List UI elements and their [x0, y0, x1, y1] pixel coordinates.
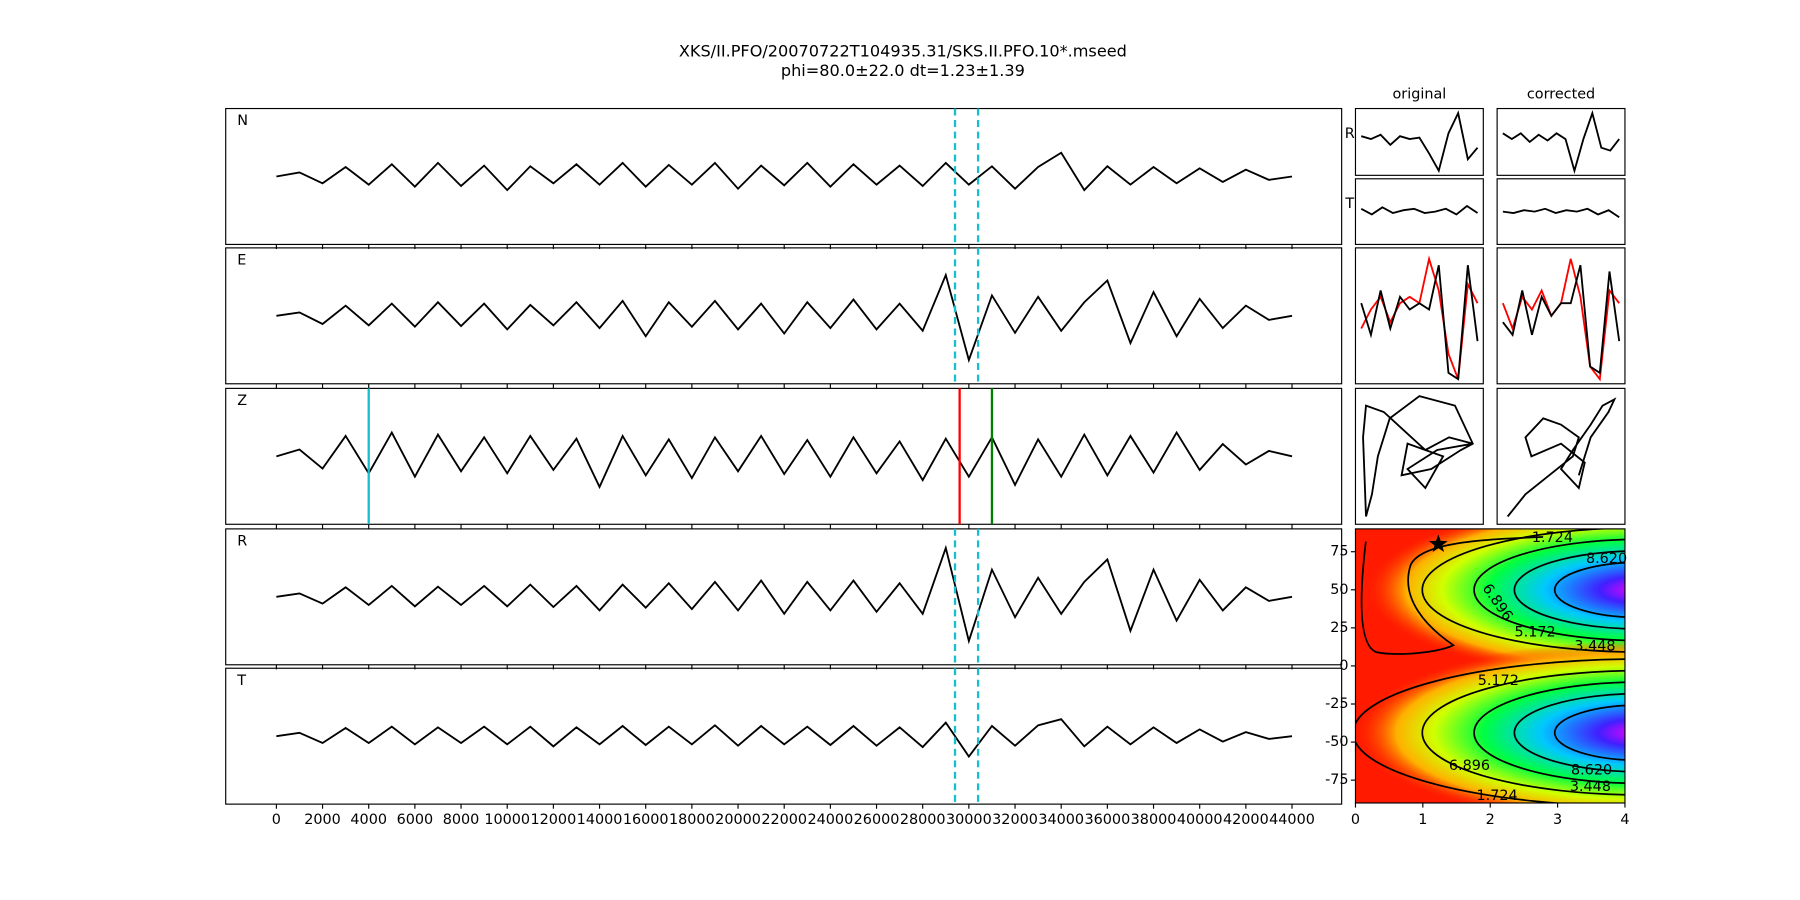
- x-tick-label: 28000: [900, 812, 946, 828]
- x-tick-label: 36000: [1084, 812, 1130, 828]
- contour-label: 8.620: [1571, 763, 1612, 779]
- x-tick-label: 0: [272, 812, 281, 828]
- x-tick-label: 8000: [443, 812, 480, 828]
- contour-label: 6.896: [1449, 758, 1490, 774]
- trace: [1502, 207, 1620, 219]
- x-tick-label: 3: [1553, 812, 1562, 828]
- waveform: [276, 151, 1293, 192]
- contour-line: [1473, 681, 1625, 785]
- contours: [1355, 528, 1625, 803]
- panel-frame: [1496, 387, 1626, 525]
- column-title: corrected: [1527, 87, 1595, 103]
- panel-label: N: [237, 113, 248, 129]
- trace: [1502, 264, 1621, 375]
- waveform: [276, 272, 1293, 364]
- y-tick-label: 75: [1330, 544, 1348, 560]
- x-tick-label: 6000: [397, 812, 434, 828]
- y-tick-label: -25: [1325, 696, 1348, 712]
- y-tick-label: -75: [1325, 772, 1348, 788]
- waveform: [276, 718, 1293, 759]
- contour-label: 3.448: [1574, 638, 1615, 654]
- contour-line: [1360, 536, 1544, 655]
- y-tick-label: 0: [1339, 658, 1348, 674]
- particle-motion: [1362, 395, 1474, 517]
- contour-line: [1421, 528, 1625, 653]
- panel-frame: [225, 247, 1343, 385]
- x-tick-label: 12000: [531, 812, 577, 828]
- x-tick-label: 32000: [992, 812, 1038, 828]
- subtitle: phi=80.0±22.0 dt=1.23±1.39: [781, 61, 1025, 80]
- panel-frame: [1496, 178, 1626, 246]
- x-tick-label: 1: [1418, 812, 1427, 828]
- trace: [1360, 204, 1479, 216]
- contour-line: [1421, 669, 1625, 796]
- contour-label: 8.620: [1586, 551, 1627, 567]
- trace: [1502, 109, 1620, 175]
- trace: [1360, 110, 1479, 174]
- contour-label: 5.172: [1515, 625, 1556, 641]
- x-tick-label: 34000: [1038, 812, 1084, 828]
- panel-frame: [1496, 107, 1626, 176]
- panel-frame: [225, 107, 1343, 246]
- y-tick-label: 50: [1330, 582, 1348, 598]
- contour-line: [1553, 704, 1625, 761]
- waveform: [276, 430, 1293, 490]
- contour-line: [1513, 550, 1625, 630]
- x-tick-label: 44000: [1269, 812, 1315, 828]
- panel-frame: [225, 528, 1343, 666]
- x-tick-label: 18000: [669, 812, 715, 828]
- contour-line: [1553, 561, 1625, 618]
- x-tick-label: 26000: [854, 812, 900, 828]
- panel-label: R: [237, 534, 247, 550]
- contour-line: [1513, 693, 1625, 773]
- panel-frame: [1354, 107, 1484, 176]
- x-tick-label: 38000: [1131, 812, 1177, 828]
- x-tick-label: 4000: [350, 812, 387, 828]
- panel-frame: [1496, 247, 1626, 385]
- x-tick-label: 4: [1620, 812, 1629, 828]
- x-tick-label: 30000: [946, 812, 992, 828]
- waveform: [276, 544, 1293, 645]
- x-tick-label: 2: [1486, 812, 1495, 828]
- panel-frame: [1354, 247, 1484, 385]
- x-tick-label: 0: [1351, 812, 1360, 828]
- row-label: T: [1344, 196, 1354, 212]
- panel-label: Z: [237, 393, 247, 409]
- x-tick-label: 10000: [484, 812, 530, 828]
- panel-label: T: [236, 673, 246, 689]
- x-tick-label: 22000: [761, 812, 807, 828]
- x-tick-label: 24000: [808, 812, 854, 828]
- row-label: R: [1345, 126, 1355, 142]
- panel-frame: [1354, 178, 1484, 246]
- particle-motion: [1506, 397, 1617, 518]
- title: XKS/II.PFO/20070722T104935.31/SKS.II.PFO…: [679, 42, 1127, 61]
- trace: [1360, 264, 1479, 381]
- x-tick-label: 20000: [715, 812, 761, 828]
- best-fit-star: [1429, 534, 1448, 553]
- column-title: original: [1393, 87, 1447, 103]
- contour-label: 5.172: [1478, 673, 1519, 689]
- panel-frame: [225, 387, 1343, 525]
- contour-label: 1.724: [1477, 788, 1518, 804]
- x-tick-label: 2000: [304, 812, 341, 828]
- contour-label: 3.448: [1570, 779, 1611, 795]
- y-tick-label: 25: [1330, 620, 1348, 636]
- panel-frame: [225, 667, 1343, 805]
- panel-label: E: [237, 253, 246, 269]
- contour-line: [1473, 538, 1625, 642]
- x-tick-label: 42000: [1223, 812, 1269, 828]
- x-tick-label: 16000: [623, 812, 669, 828]
- panel-frame: [1354, 387, 1484, 525]
- x-tick-label: 14000: [577, 812, 623, 828]
- x-tick-label: 40000: [1177, 812, 1223, 828]
- y-tick-label: -50: [1325, 734, 1348, 750]
- heatmap-blob: [1364, 528, 1625, 680]
- contour-label: 1.724: [1532, 530, 1573, 546]
